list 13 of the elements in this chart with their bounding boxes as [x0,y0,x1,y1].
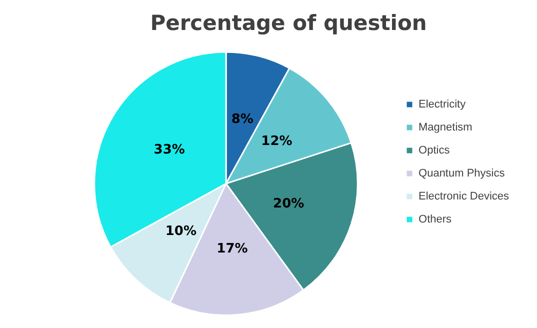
legend-label: Quantum Physics [418,168,506,180]
legend-label: Optics [418,144,450,157]
legend-label: Electricity [418,98,466,111]
legend-label: Others [418,214,452,226]
data-label: 8% [231,112,254,128]
chart-title: Percentage of question [150,11,427,36]
data-label: 33% [154,142,185,158]
data-label: 17% [216,242,248,257]
data-label: 10% [165,224,197,239]
legend-label: Electronic Devices [418,190,510,203]
data-label: 12% [261,134,292,150]
legend-label: Magnetism [418,122,472,134]
data-label: 20% [273,196,304,212]
